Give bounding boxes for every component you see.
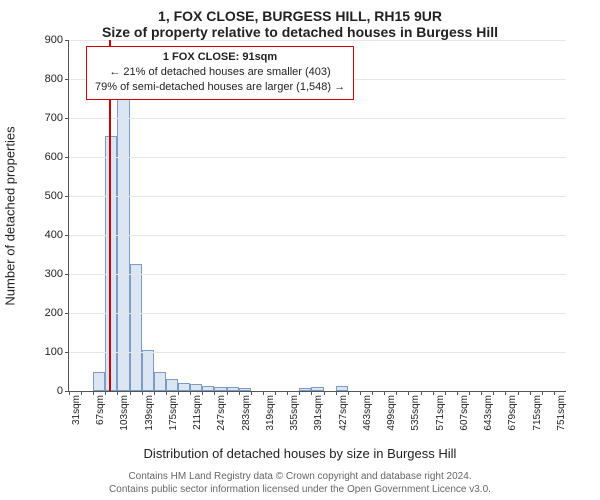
gridline-h — [69, 235, 566, 236]
xtick-mark — [348, 391, 349, 395]
gridline-h — [69, 196, 566, 197]
xtick-label: 715sqm — [532, 391, 543, 431]
xtick-mark — [372, 391, 373, 395]
xtick-label: 751sqm — [556, 391, 567, 431]
xtick-label: 319sqm — [265, 391, 276, 431]
xtick-label: 607sqm — [459, 391, 470, 431]
gridline-h — [69, 274, 566, 275]
xtick-mark — [469, 391, 470, 395]
xtick-mark — [360, 391, 361, 395]
annotation-line-1: ← 21% of detached houses are smaller (40… — [95, 65, 345, 80]
annotation-line-2: 79% of semi-detached houses are larger (… — [95, 80, 345, 95]
xtick-mark — [445, 391, 446, 395]
xtick-mark — [481, 391, 482, 395]
chart-title: 1, FOX CLOSE, BURGESS HILL, RH15 9UR — [0, 0, 600, 24]
xtick-label: 103sqm — [119, 391, 130, 431]
histogram-bar — [202, 386, 214, 391]
xtick-mark — [421, 391, 422, 395]
xtick-label: 355sqm — [289, 391, 300, 431]
histogram-bar — [142, 350, 154, 391]
xtick-mark — [263, 391, 264, 395]
ytick-label: 900 — [45, 34, 69, 46]
xtick-label: 67sqm — [95, 391, 106, 425]
xtick-label: 139sqm — [144, 391, 155, 431]
xtick-mark — [396, 391, 397, 395]
ytick-label: 800 — [45, 73, 69, 85]
histogram-bar — [166, 379, 178, 391]
xtick-mark — [81, 391, 82, 395]
xtick-label: 679sqm — [507, 391, 518, 431]
annotation-box: 1 FOX CLOSE: 91sqm ← 21% of detached hou… — [86, 46, 354, 100]
histogram-bar — [93, 372, 105, 392]
ytick-label: 500 — [45, 190, 69, 202]
histogram-bar — [117, 87, 129, 391]
xtick-mark — [518, 391, 519, 395]
xtick-label: 535sqm — [410, 391, 421, 431]
ytick-label: 300 — [45, 268, 69, 280]
xtick-mark — [227, 391, 228, 395]
xtick-mark — [324, 391, 325, 395]
xtick-label: 643sqm — [483, 391, 494, 431]
xtick-mark — [554, 391, 555, 395]
ytick-label: 700 — [45, 112, 69, 124]
xtick-mark — [142, 391, 143, 395]
ytick-label: 400 — [45, 229, 69, 241]
xtick-mark — [166, 391, 167, 395]
xtick-mark — [69, 391, 70, 395]
y-axis-label: Number of detached properties — [3, 126, 18, 305]
footer: Contains HM Land Registry data © Crown c… — [0, 471, 600, 496]
xtick-mark — [433, 391, 434, 395]
xtick-mark — [457, 391, 458, 395]
gridline-h — [69, 157, 566, 158]
ytick-label: 200 — [45, 307, 69, 319]
xtick-mark — [299, 391, 300, 395]
xtick-mark — [178, 391, 179, 395]
xtick-label: 247sqm — [216, 391, 227, 431]
xtick-mark — [105, 391, 106, 395]
gridline-h — [69, 313, 566, 314]
annotation-heading: 1 FOX CLOSE: 91sqm — [95, 50, 345, 65]
xtick-label: 499sqm — [386, 391, 397, 431]
gridline-h — [69, 40, 566, 41]
ytick-label: 0 — [57, 385, 69, 397]
xtick-mark — [130, 391, 131, 395]
x-axis-label: Distribution of detached houses by size … — [0, 446, 600, 461]
xtick-mark — [530, 391, 531, 395]
xtick-mark — [336, 391, 337, 395]
xtick-mark — [384, 391, 385, 395]
gridline-h — [69, 352, 566, 353]
xtick-mark — [542, 391, 543, 395]
xtick-label: 463sqm — [362, 391, 373, 431]
xtick-mark — [154, 391, 155, 395]
xtick-mark — [275, 391, 276, 395]
histogram-bar — [299, 388, 311, 391]
histogram-bar — [227, 387, 239, 391]
histogram-bar — [154, 372, 166, 392]
ytick-label: 100 — [45, 346, 69, 358]
xtick-label: 31sqm — [71, 391, 82, 425]
xtick-label: 211sqm — [192, 391, 203, 430]
ytick-label: 600 — [45, 151, 69, 163]
chart-subtitle: Size of property relative to detached ho… — [0, 24, 600, 40]
xtick-mark — [239, 391, 240, 395]
xtick-mark — [202, 391, 203, 395]
histogram-bar — [130, 264, 142, 391]
gridline-h — [69, 118, 566, 119]
footer-line-1: Contains HM Land Registry data © Crown c… — [0, 471, 600, 484]
footer-line-2: Contains public sector information licen… — [0, 484, 600, 497]
xtick-label: 571sqm — [435, 391, 446, 431]
xtick-label: 175sqm — [168, 391, 179, 431]
xtick-label: 283sqm — [241, 391, 252, 431]
histogram-bar — [190, 384, 202, 391]
xtick-label: 391sqm — [313, 391, 324, 431]
histogram-bar — [178, 383, 190, 391]
xtick-mark — [251, 391, 252, 395]
xtick-label: 427sqm — [338, 391, 349, 431]
xtick-mark — [493, 391, 494, 395]
